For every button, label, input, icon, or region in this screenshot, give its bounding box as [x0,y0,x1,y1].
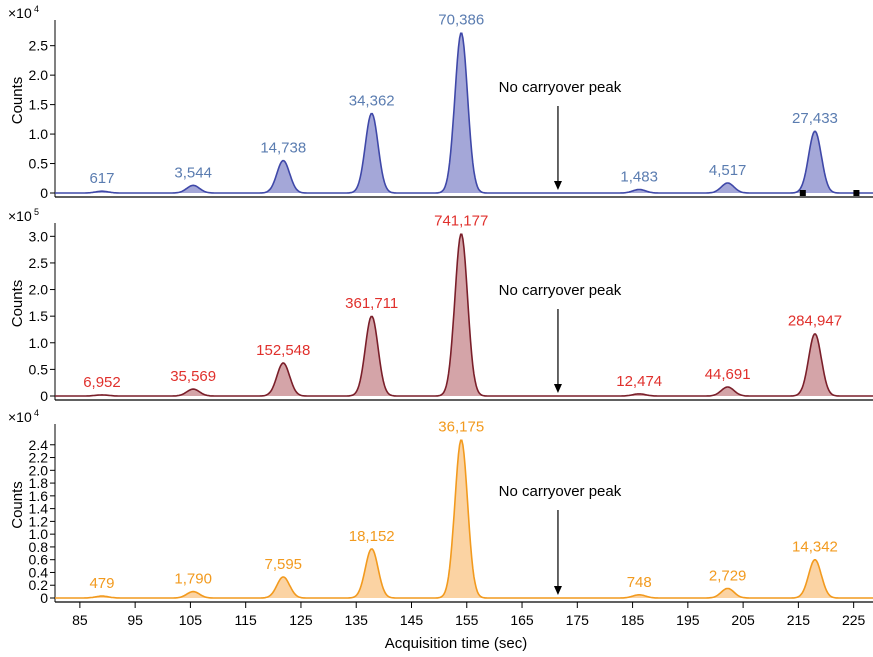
y-tick-label: 1.8 [29,475,49,491]
peak-label: 479 [89,575,114,592]
annotation-arrow-head [553,586,562,595]
integration-marker [799,190,806,196]
y-tick-label: 3.0 [29,228,49,244]
peak-label: 34,362 [349,92,395,109]
x-tick-label: 205 [731,612,755,628]
chromatogram-area [55,33,873,193]
y-scale-exponent: 5 [34,207,39,217]
y-tick-label: 2.0 [29,67,49,83]
peak-label: 3,544 [174,164,212,181]
y-tick-label: 0.8 [29,539,49,555]
y-axis-title: Counts [9,280,26,328]
x-tick-label: 125 [289,612,313,628]
y-tick-label: 0.6 [29,552,49,568]
x-tick-label: 115 [235,612,258,628]
x-axis-title: Acquisition time (sec) [385,635,528,652]
y-tick-label: 1.0 [29,126,49,142]
y-tick-label: 1.5 [29,308,49,324]
y-tick-label: 2.5 [29,255,49,271]
peak-label: 748 [627,574,652,591]
y-tick-label: 1.4 [29,501,49,517]
x-tick-label: 105 [179,612,203,628]
y-tick-label: 0 [40,590,48,606]
y-tick-label: 0.5 [29,361,49,377]
peak-label: 14,342 [792,539,838,556]
x-axis: 85 95 105 115 125 135 145 155 165 175 185 195 205 215… [72,602,866,652]
x-tick-label: 215 [787,612,811,628]
no-carryover-annotation: No carryover peak [499,282,622,299]
x-tick-label: 155 [455,612,479,628]
peak-label: 14,738 [260,140,306,157]
y-scale-label: ×10 [8,5,32,21]
x-tick-label: 175 [566,612,590,628]
peak-label: 741,177 [434,213,488,230]
y-axis-title: Counts [9,481,26,529]
x-tick-label: 225 [842,612,866,628]
chart-panel-2: 0 0.5 1.0 1.5 2.0 2.5 3.0 ×10 5 Counts 6,952 35,569… [8,207,873,404]
y-scale-exponent: 4 [34,408,39,418]
y-tick-label: 2.2 [29,450,49,466]
y-scale-label: ×10 [8,208,32,224]
peak-label: 4,517 [709,162,747,179]
chromatogram-area [55,234,873,396]
peak-label: 1,483 [620,168,658,185]
chromatogram-trace [55,233,873,397]
y-tick-label: 0.4 [29,564,49,580]
y-tick-label: 2.4 [29,437,49,453]
peak-label: 7,595 [264,556,302,573]
x-tick-label: 145 [400,612,424,628]
y-tick-label: 0.2 [29,577,49,593]
y-scale-label: ×10 [8,409,32,425]
annotation-arrow-head [553,181,562,190]
peak-label: 152,548 [256,342,310,359]
peak-label: 35,569 [170,368,216,385]
peak-label: 27,433 [792,110,838,127]
y-axis-title: Counts [9,77,26,125]
x-tick-label: 85 [72,612,88,628]
integration-marker [853,190,860,196]
y-tick-label: 2.0 [29,462,49,478]
y-tick-label: 2.5 [29,38,49,54]
x-tick-label: 95 [127,612,143,628]
peak-label: 617 [89,170,114,187]
peak-label: 1,790 [174,571,212,588]
y-tick-label: 1.6 [29,488,49,504]
y-tick-label: 1.2 [29,513,49,529]
peak-label: 18,152 [349,528,395,545]
chart-panel-1: 0 0.5 1.0 1.5 2.0 2.5 ×10 4 Counts 617 3,544 14,738… [8,4,873,201]
y-tick-label: 0 [40,388,48,404]
y-tick-label: 0 [40,185,48,201]
peak-label: 361,711 [345,295,398,312]
peak-label: 12,474 [616,373,662,390]
y-tick-label: 1.0 [29,526,49,542]
peak-label: 44,691 [705,366,751,383]
y-scale-exponent: 4 [34,4,39,14]
peak-label: 70,386 [438,12,484,29]
y-tick-label: 1.0 [29,335,49,351]
annotation-arrow-head [553,384,562,393]
no-carryover-annotation: No carryover peak [499,483,622,500]
peak-label: 6,952 [83,374,121,391]
y-tick-label: 1.5 [29,97,49,113]
peak-label: 36,175 [438,419,484,436]
y-tick-label: 0.5 [29,156,49,172]
chart-panel-3: 00.20.40.60.81.01.21.41.61.82.02.22.4 ×10… [8,408,873,606]
x-tick-label: 165 [510,612,534,628]
y-tick-label: 2.0 [29,282,49,298]
x-tick-label: 195 [676,612,700,628]
peak-label: 2,729 [709,567,747,584]
chromatogram-trace [55,32,873,194]
chromatogram-trace [55,439,873,599]
chromatogram-area [55,440,873,598]
x-tick-label: 135 [345,612,369,628]
peak-label: 284,947 [788,313,842,330]
no-carryover-annotation: No carryover peak [499,79,622,96]
x-tick-label: 185 [621,612,645,628]
